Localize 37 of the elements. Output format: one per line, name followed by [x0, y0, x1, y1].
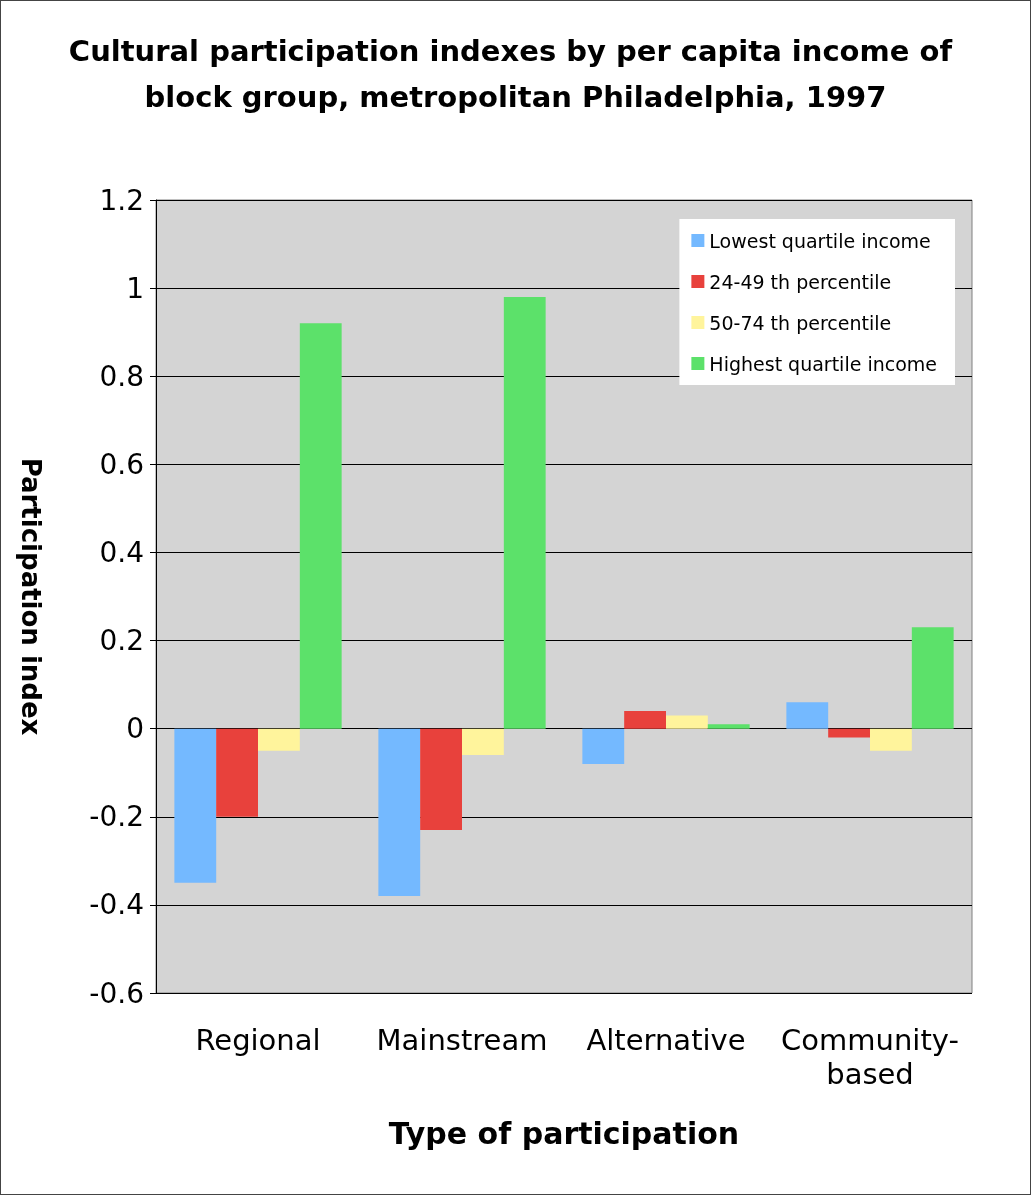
legend-label: Lowest quartile income	[709, 229, 931, 252]
bar	[666, 715, 708, 729]
bar	[299, 323, 342, 729]
x-tick-label: Mainstream	[376, 1023, 548, 1057]
bar	[378, 728, 421, 897]
x-tick-label: Alternative	[586, 1023, 746, 1057]
legend-label: 50-74 th percentile	[709, 311, 892, 334]
y-axis-title: Participation index	[16, 457, 46, 736]
bar	[258, 728, 300, 751]
bar	[216, 728, 258, 817]
bar	[911, 627, 954, 729]
y-tick-label: -0.6	[89, 976, 144, 1010]
bar	[870, 728, 912, 751]
bar	[828, 728, 870, 738]
y-tick-label: 0.2	[99, 624, 144, 658]
y-tick-label: 1	[126, 271, 144, 305]
bar	[582, 728, 625, 764]
y-tick-label: -0.2	[89, 800, 144, 834]
bar	[420, 728, 462, 830]
y-tick-label: 0.8	[99, 359, 144, 393]
y-tick-label: 0.6	[99, 447, 144, 481]
x-tick-label: Regional	[195, 1023, 321, 1057]
y-tick-label: 1.2	[99, 183, 144, 217]
bar	[503, 296, 546, 729]
bar	[786, 702, 829, 729]
legend-label: Highest quartile income	[709, 352, 938, 375]
bar	[174, 728, 217, 883]
bar	[462, 728, 504, 756]
bar	[707, 724, 750, 729]
y-tick-label: -0.4	[89, 888, 144, 922]
chart-title: Cultural participation indexes by per capita income of block group, metropolitan Philadelphia, 1997	[68, 34, 963, 114]
legend-label: 24-49 th percentile	[709, 270, 892, 293]
y-tick-label: 0.4	[99, 535, 144, 569]
y-tick-label: 0	[126, 712, 144, 746]
bar	[624, 711, 666, 729]
x-tick-label: Community-based	[781, 1023, 959, 1091]
x-axis-title: Type of participation	[388, 1115, 740, 1151]
